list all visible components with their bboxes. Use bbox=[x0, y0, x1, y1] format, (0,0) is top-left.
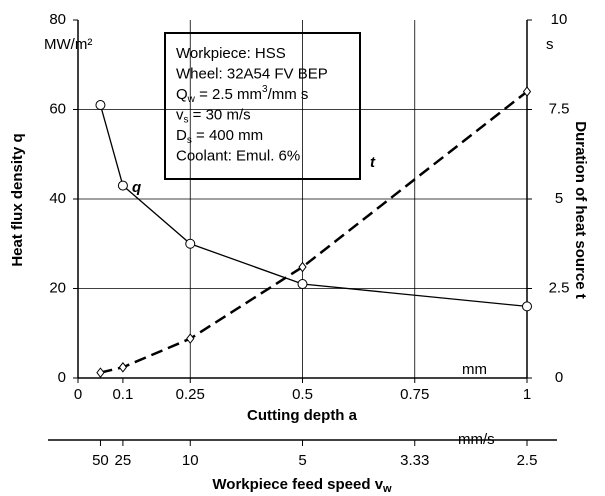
x2-tick-label: 50 bbox=[92, 452, 109, 469]
x-tick-label: 0.75 bbox=[400, 386, 429, 403]
annotation-text: /mm s bbox=[268, 86, 309, 103]
x-tick-label: 0 bbox=[74, 386, 82, 403]
annotation-text: D bbox=[176, 127, 187, 144]
marker bbox=[185, 238, 196, 249]
x-label: Cutting depth a bbox=[247, 407, 358, 424]
marker bbox=[297, 279, 308, 290]
annotation-text: = 400 mm bbox=[192, 127, 263, 144]
x-tick-label: 0.1 bbox=[112, 386, 133, 403]
annotation-text: s bbox=[184, 114, 189, 125]
annotation-text: Workpiece: HSS bbox=[176, 45, 286, 62]
marker bbox=[298, 261, 307, 273]
x-unit: mm bbox=[462, 361, 487, 378]
y2-unit: s bbox=[546, 36, 554, 53]
marker bbox=[186, 333, 195, 344]
annotation-text: Q bbox=[176, 86, 188, 103]
y2-tick-label: 2.5 bbox=[549, 279, 570, 296]
annotation-box bbox=[164, 32, 361, 180]
series-label: q bbox=[132, 179, 141, 196]
y-tick-label: 0 bbox=[58, 369, 66, 386]
y2-tick-label: 0 bbox=[555, 369, 563, 386]
marker bbox=[96, 367, 105, 378]
y2-label: Duration of heat source t bbox=[572, 121, 589, 299]
series-label: t bbox=[370, 154, 376, 171]
y-tick-label: 60 bbox=[49, 100, 66, 117]
annotation-text: v bbox=[176, 106, 184, 123]
marker bbox=[95, 100, 106, 111]
y-tick-label: 80 bbox=[49, 11, 66, 28]
x2-tick-label: 2.5 bbox=[517, 452, 538, 469]
y2-tick-label: 10 bbox=[551, 11, 568, 28]
x-tick-label: 0.5 bbox=[292, 386, 313, 403]
annotation-line: Workpiece: HSS bbox=[176, 45, 286, 62]
x2-label: Workpiece feed speed vw bbox=[212, 476, 392, 495]
x-tick-label: 0.25 bbox=[176, 386, 205, 403]
annotation-text: = 2.5 mm bbox=[195, 86, 262, 103]
annotation-text: 3 bbox=[262, 84, 268, 95]
annotation-text: s bbox=[187, 135, 192, 146]
x2-tick-label: 3.33 bbox=[400, 452, 429, 469]
y2-tick-label: 5 bbox=[555, 190, 563, 207]
x2-tick-label: 10 bbox=[182, 452, 199, 469]
annotation-line: Qw = 2.5 mm3/mm s bbox=[176, 84, 308, 105]
marker bbox=[522, 86, 532, 97]
annotation-line: Wheel: 32A54 FV BEP bbox=[176, 65, 328, 82]
annotation-text: Wheel: 32A54 FV BEP bbox=[176, 65, 328, 82]
annotation-text: w bbox=[187, 94, 196, 105]
x2-tick-label: 5 bbox=[298, 452, 306, 469]
y-unit: MW/m² bbox=[44, 36, 92, 53]
y-tick-label: 20 bbox=[49, 279, 66, 296]
y2-tick-label: 7.5 bbox=[549, 100, 570, 117]
annotation-line: Coolant: Emul. 6% bbox=[176, 147, 300, 164]
annotation-line: Ds = 400 mm bbox=[176, 127, 263, 146]
marker bbox=[118, 361, 128, 373]
annotation-text: Coolant: Emul. 6% bbox=[176, 147, 300, 164]
marker bbox=[117, 180, 128, 191]
annotation-text: = 30 m/s bbox=[189, 106, 251, 123]
x2-tick-label: 25 bbox=[115, 452, 132, 469]
marker bbox=[522, 301, 532, 312]
x-tick-label: 1 bbox=[523, 386, 531, 403]
annotation-line: vs = 30 m/s bbox=[176, 106, 251, 125]
y-tick-label: 40 bbox=[49, 190, 66, 207]
y-label: Heat flux density q bbox=[9, 133, 26, 266]
